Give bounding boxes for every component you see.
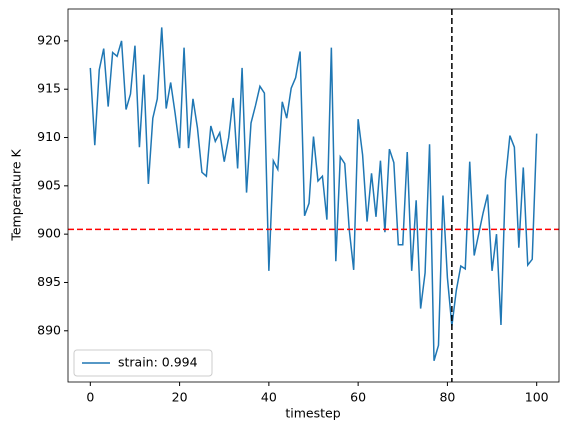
- x-axis-label: timestep: [285, 406, 340, 421]
- legend-box: [73, 349, 213, 377]
- y-tick-label: 915: [37, 81, 61, 96]
- y-axis-label: Temperature K: [9, 149, 24, 242]
- plot-frame: [67, 8, 560, 383]
- data-line: [89, 27, 538, 361]
- x-tick-label: 60: [350, 390, 366, 405]
- x-tick-label: 80: [439, 390, 455, 405]
- y-tick-label: 895: [37, 274, 61, 289]
- y-tick-label: 900: [37, 226, 61, 241]
- x-tick-label: 0: [86, 390, 94, 405]
- x-tick-label: 20: [172, 390, 188, 405]
- y-tick-label: 910: [37, 129, 61, 144]
- y-tick-label: 890: [37, 322, 61, 337]
- legend-label: strain: 0.994: [118, 355, 198, 370]
- y-tick-label: 920: [37, 32, 61, 47]
- x-tick-label: 40: [261, 390, 277, 405]
- x-tick-label: 100: [525, 390, 549, 405]
- y-tick-label: 905: [37, 177, 61, 192]
